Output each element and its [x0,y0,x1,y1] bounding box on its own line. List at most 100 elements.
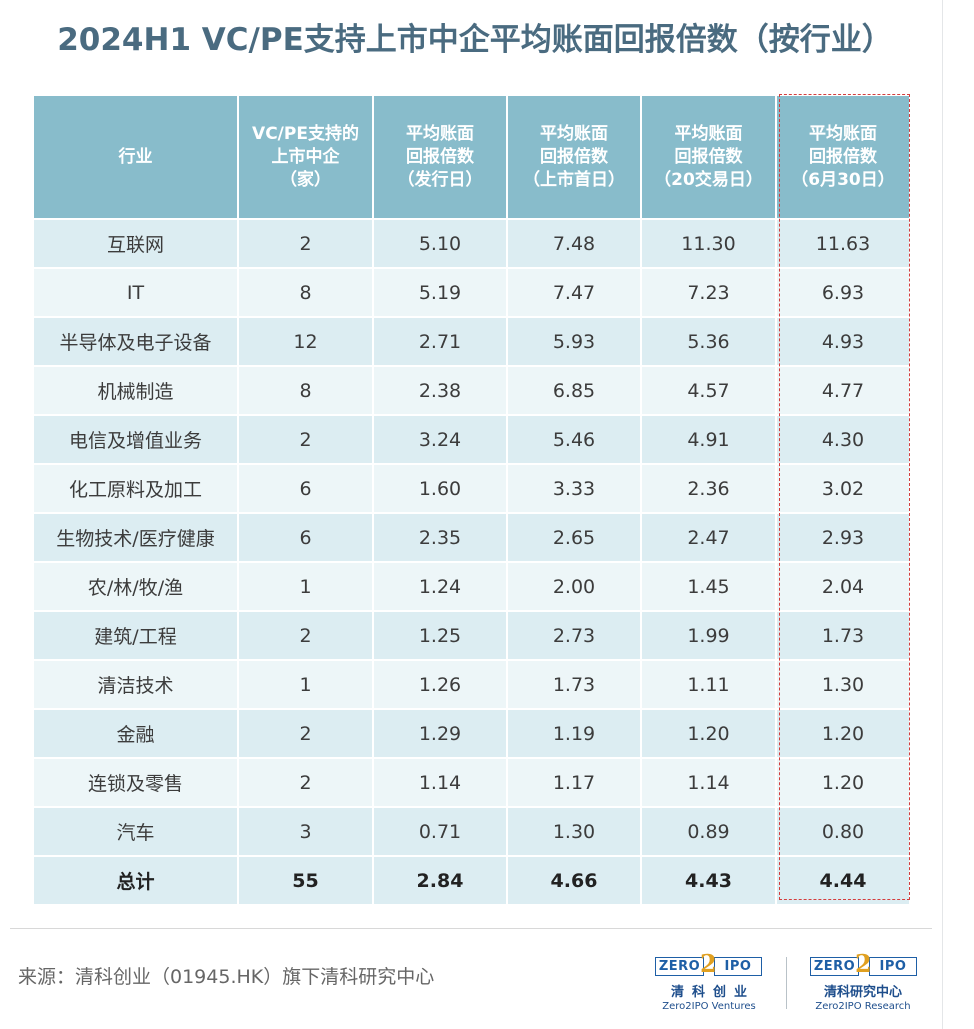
cell-return-june-30: 1.20 [776,708,909,758]
logo-word-left: ZERO [810,957,859,976]
footer-divider [10,928,932,929]
cell-company-count: 2 [238,610,374,660]
table-row: 建筑/工程 2 1.25 2.73 1.99 1.73 [34,610,909,660]
table-row: 金融 2 1.29 1.19 1.20 1.20 [34,708,909,758]
cell-return-issue-date: 1.60 [373,463,508,513]
cell-return-june-30: 0.80 [776,806,909,856]
cell-return-june-30: 11.63 [776,218,909,268]
cell-return-20-days: 5.36 [641,316,777,366]
cell-return-first-day: 1.19 [507,708,642,758]
cell-return-first-day: 1.73 [507,659,642,709]
cell-company-count: 55 [238,855,374,904]
cell-company-count: 2 [238,757,374,807]
cell-return-issue-date: 1.25 [373,610,508,660]
cell-return-issue-date: 1.26 [373,659,508,709]
cell-return-20-days: 11.30 [641,218,777,268]
header-company-count: VC/PE支持的 上市中企 （家） [238,96,374,219]
logo-name-cn: 清科研究中心 [823,985,902,1000]
cell-industry: 汽车 [34,806,239,856]
data-table: 行业 VC/PE支持的 上市中企 （家） 平均账面 回报倍数 （发行日） 平均账… [34,96,909,904]
header-industry: 行业 [34,96,239,219]
cell-return-first-day: 2.73 [507,610,642,660]
header-return-june-30: 平均账面 回报倍数 （6月30日） [776,96,909,219]
cell-return-june-30: 1.30 [776,659,909,709]
cell-return-first-day: 1.30 [507,806,642,856]
cell-company-count: 12 [238,316,374,366]
cell-return-june-30: 4.44 [776,855,909,904]
cell-return-first-day: 4.66 [507,855,642,904]
cell-company-count: 8 [238,365,374,415]
cell-return-june-30: 6.93 [776,267,909,317]
cell-industry: IT [34,267,239,317]
cell-industry: 生物技术/医疗健康 [34,512,239,562]
cell-return-20-days: 2.36 [641,463,777,513]
cell-return-20-days: 7.23 [641,267,777,317]
table-row: 生物技术/医疗健康 6 2.35 2.65 2.47 2.93 [34,512,909,562]
table-row: 电信及增值业务 2 3.24 5.46 4.91 4.30 [34,414,909,464]
cell-return-20-days: 1.11 [641,659,777,709]
cell-return-issue-date: 1.14 [373,757,508,807]
cell-company-count: 2 [238,218,374,268]
cell-return-issue-date: 2.84 [373,855,508,904]
cell-return-first-day: 3.33 [507,463,642,513]
cell-return-20-days: 1.45 [641,561,777,611]
cell-return-issue-date: 2.35 [373,512,508,562]
cell-company-count: 6 [238,512,374,562]
cell-return-issue-date: 0.71 [373,806,508,856]
cell-return-issue-date: 1.24 [373,561,508,611]
table-row: 清洁技术 1 1.26 1.73 1.11 1.30 [34,659,909,709]
table-total-row: 总计 55 2.84 4.66 4.43 4.44 [34,855,909,904]
cell-company-count: 1 [238,659,374,709]
logo-name-en: Zero2IPO Ventures [662,1001,756,1012]
header-return-first-day: 平均账面 回报倍数 （上市首日） [507,96,642,219]
cell-industry: 金融 [34,708,239,758]
cell-industry: 电信及增值业务 [34,414,239,464]
cell-return-june-30: 1.73 [776,610,909,660]
table-row: IT 8 5.19 7.47 7.23 6.93 [34,267,909,317]
logo-word-right: IPO [714,957,762,976]
cell-return-20-days: 1.14 [641,757,777,807]
zero2ipo-research-logo: ZERO IPO 2 清科研究中心 Zero2IPO Research [807,949,919,1012]
cell-return-20-days: 4.57 [641,365,777,415]
cell-industry: 总计 [34,855,239,904]
cell-company-count: 6 [238,463,374,513]
cell-return-june-30: 1.20 [776,757,909,807]
logo-mark: ZERO IPO 2 [652,949,766,978]
cell-return-june-30: 4.30 [776,414,909,464]
zero2ipo-ventures-logo: ZERO IPO 2 清科创业 Zero2IPO Ventures [652,949,766,1012]
header-return-issue-date: 平均账面 回报倍数 （发行日） [373,96,508,219]
cell-return-first-day: 2.00 [507,561,642,611]
source-note: 来源：清科创业（01945.HK）旗下清科研究中心 [18,966,435,988]
logo-digit: 2 [700,949,717,978]
page-edge [942,0,943,1029]
cell-return-june-30: 4.77 [776,365,909,415]
table-row: 农/林/牧/渔 1 1.24 2.00 1.45 2.04 [34,561,909,611]
logo-mark: ZERO IPO 2 [807,949,919,978]
cell-return-issue-date: 5.19 [373,267,508,317]
cell-company-count: 3 [238,806,374,856]
cell-return-issue-date: 2.71 [373,316,508,366]
cell-return-20-days: 4.91 [641,414,777,464]
cell-company-count: 2 [238,414,374,464]
table-row: 半导体及电子设备 12 2.71 5.93 5.36 4.93 [34,316,909,366]
cell-return-june-30: 2.93 [776,512,909,562]
cell-industry: 建筑/工程 [34,610,239,660]
table-row: 汽车 3 0.71 1.30 0.89 0.80 [34,806,909,856]
cell-industry: 机械制造 [34,365,239,415]
cell-return-20-days: 4.43 [641,855,777,904]
cell-return-issue-date: 5.10 [373,218,508,268]
cell-return-issue-date: 2.38 [373,365,508,415]
cell-company-count: 8 [238,267,374,317]
cell-return-20-days: 2.47 [641,512,777,562]
cell-return-first-day: 5.46 [507,414,642,464]
cell-return-june-30: 2.04 [776,561,909,611]
cell-return-june-30: 3.02 [776,463,909,513]
cell-industry: 连锁及零售 [34,757,239,807]
cell-return-20-days: 1.20 [641,708,777,758]
cell-return-first-day: 7.47 [507,267,642,317]
table-row: 连锁及零售 2 1.14 1.17 1.14 1.20 [34,757,909,807]
table-row: 机械制造 8 2.38 6.85 4.57 4.77 [34,365,909,415]
logo-word-right: IPO [869,957,917,976]
cell-company-count: 2 [238,708,374,758]
logo-digit: 2 [855,949,872,978]
